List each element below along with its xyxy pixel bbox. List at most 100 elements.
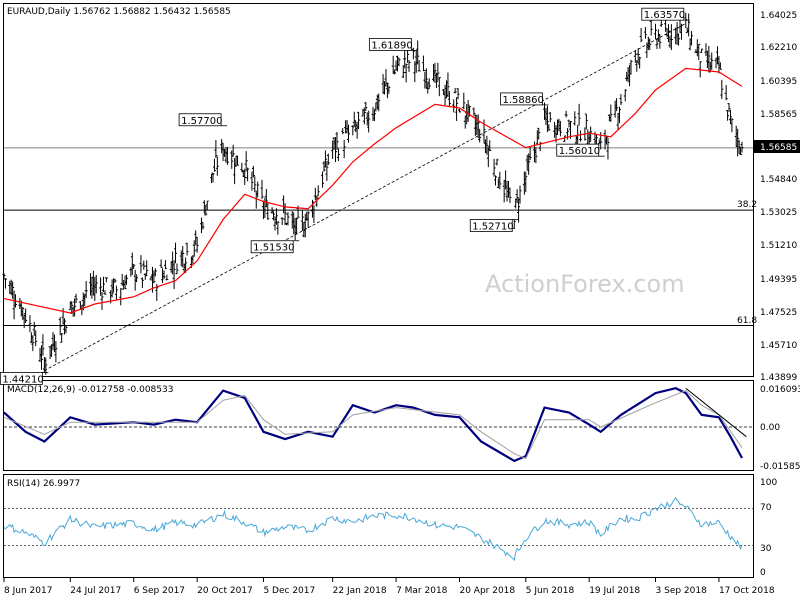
price-bar: [11, 281, 15, 299]
price-bar: [312, 205, 316, 223]
x-tick-label: 17 Oct 2018: [719, 586, 775, 596]
x-tick-label: 8 Jun 2017: [4, 586, 52, 596]
price-bar: [362, 107, 366, 125]
price-bar: [201, 222, 205, 230]
price-bar: [212, 158, 216, 172]
price-bar: [455, 97, 459, 121]
price-tick-label: 1.62210: [760, 43, 797, 53]
price-bar: [619, 94, 623, 106]
price-bar: [638, 56, 642, 69]
annotation-layer: 1.44210 1.57700 1.51530 1.61890 1.52710 1.588…: [0, 7, 690, 385]
price-tick-label: 1.47525: [760, 308, 797, 318]
price-bar: [424, 68, 428, 89]
price-bar: [584, 113, 588, 130]
price-bar: [502, 179, 506, 203]
price-bar: [251, 165, 255, 178]
price-bar: [707, 45, 711, 73]
price-bar: [28, 315, 32, 333]
price-bar: [142, 260, 146, 270]
price-bar: [736, 128, 740, 157]
price-bar: [364, 101, 368, 112]
price-bar: [326, 153, 330, 165]
price-bar: [73, 298, 77, 317]
price-bar: [286, 212, 290, 226]
price-bar: [113, 278, 117, 283]
rsi-line: [3, 496, 743, 562]
price-bar: [103, 290, 107, 295]
price-bar: [534, 146, 538, 164]
price-bar: [594, 133, 598, 145]
price-tick-label: 1.60395: [760, 77, 797, 87]
price-bar: [677, 33, 681, 46]
price-bar: [403, 48, 407, 69]
rsi-tick-label: 30: [760, 544, 772, 554]
price-callout-label: 1.63570: [644, 10, 685, 21]
price-bar: [404, 63, 408, 83]
price-bar: [495, 158, 499, 166]
price-bar: [700, 48, 704, 54]
price-bar: [437, 77, 441, 97]
price-bar: [393, 69, 397, 75]
price-bar: [152, 270, 156, 283]
macd-tick-label: 0.016093: [760, 385, 800, 395]
price-bar: [720, 79, 724, 100]
price-bar: [315, 196, 319, 207]
price-bar: [524, 171, 528, 193]
price-bar: [537, 127, 541, 140]
price-bar: [643, 27, 647, 39]
price-bar: [336, 148, 340, 161]
price-callout: 1.63570: [641, 7, 690, 21]
price-tick-label: 1.54840: [760, 175, 797, 185]
price-bar: [568, 121, 572, 139]
price-bar: [615, 98, 619, 112]
price-bar: [231, 144, 235, 157]
price-bar: [564, 110, 568, 118]
price-bar: [697, 43, 701, 61]
price-callout-label: 1.57700: [181, 116, 222, 127]
price-bar: [654, 23, 658, 40]
price-bar: [655, 38, 659, 49]
macd-trendline: [685, 387, 747, 438]
macd-panel-frame: [3, 380, 754, 471]
price-bar: [352, 111, 356, 127]
price-bar: [727, 103, 731, 112]
price-bar: [215, 156, 219, 176]
price-bar: [421, 55, 425, 72]
price-bar: [32, 321, 36, 336]
price-bar: [316, 185, 320, 197]
price-bar: [648, 38, 652, 51]
price-bar: [162, 270, 166, 280]
price-bar: [174, 242, 178, 264]
price-callout: 1.57700: [178, 113, 228, 127]
price-callout-label: 1.44210: [2, 374, 43, 385]
price-bar: [74, 293, 78, 304]
price-bar: [165, 274, 169, 281]
rsi-panel-header: RSI(14) 26.9977: [7, 479, 80, 489]
price-bar: [334, 137, 338, 163]
macd-axis: 0.016093 0.00 -0.01585: [760, 385, 800, 472]
price-bar: [119, 288, 123, 306]
macd-line: [3, 387, 743, 463]
price-bar: [140, 277, 144, 288]
price-levels: [4, 147, 753, 326]
price-bar: [230, 150, 234, 169]
price-bar: [125, 274, 129, 285]
price-bar: [436, 62, 440, 81]
price-bar: [494, 175, 498, 186]
rsi-tick-label: 100: [760, 478, 777, 488]
price-callout-box: [250, 240, 294, 254]
price-bar: [44, 357, 48, 375]
price-bar: [446, 72, 450, 98]
price-bar: [372, 109, 376, 122]
price-bar: [274, 208, 278, 225]
price-bar: [250, 171, 254, 191]
price-bar: [558, 120, 562, 137]
price-bar: [135, 274, 139, 283]
rsi-tick-label: 70: [760, 503, 772, 513]
price-panel-header: EURAUD,Daily 1.56762 1.56882 1.56432 1.5…: [7, 7, 231, 17]
price-bar: [609, 104, 613, 122]
x-tick-label: 22 Jan 2018: [333, 586, 387, 596]
price-bar: [244, 151, 248, 172]
price-bar: [58, 317, 62, 336]
